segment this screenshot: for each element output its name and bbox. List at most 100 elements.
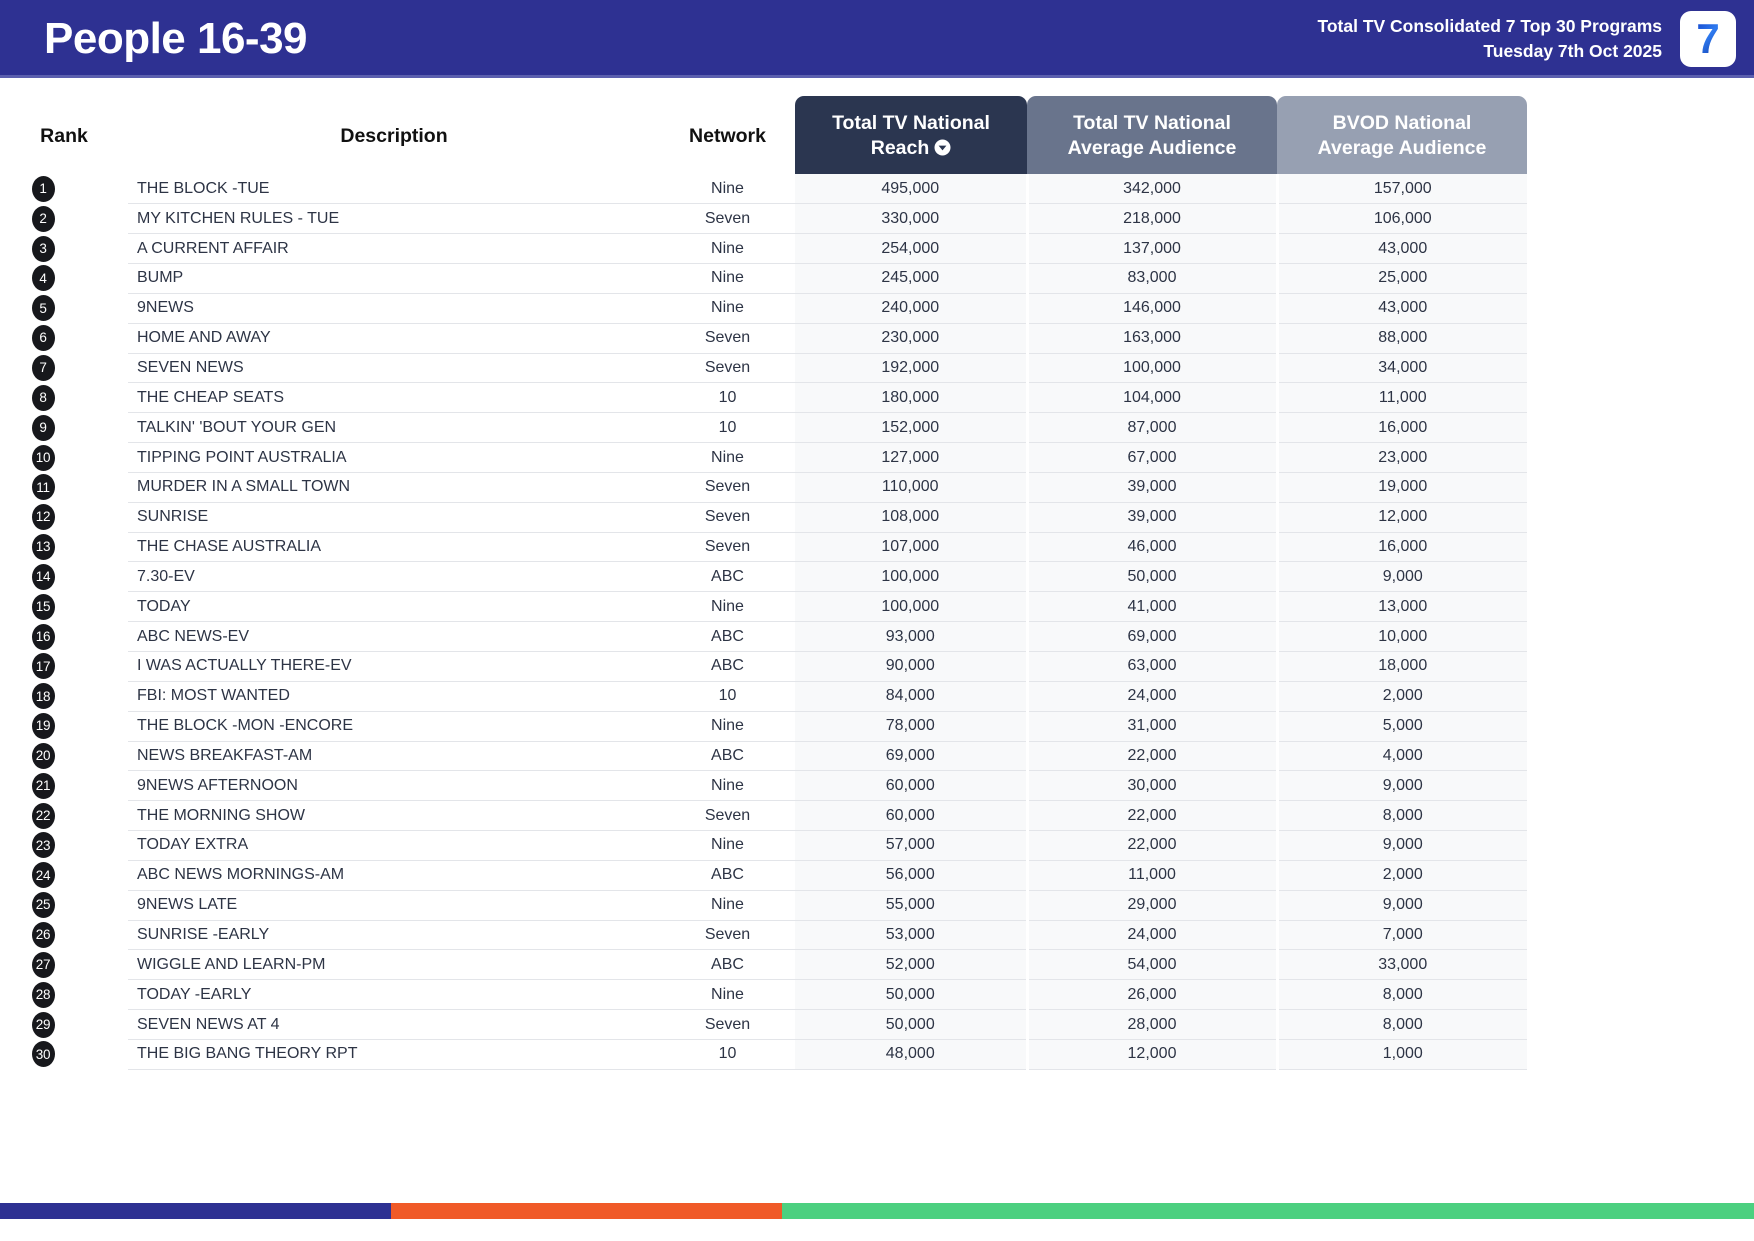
rank-badge: 2 [31, 205, 55, 232]
table-row[interactable]: 14 7.30-EV ABC 100,000 50,000 9,000 [0, 561, 1754, 593]
cell-total-tv-reach: 50,000 [795, 1009, 1029, 1040]
cell-total-tv-average-audience: 100,000 [1027, 353, 1279, 384]
column-header-network[interactable]: Network [689, 125, 766, 147]
table-row[interactable]: 6 HOME AND AWAY Seven 230,000 163,000 88,000 [0, 323, 1754, 354]
cell-description: TIPPING POINT AUSTRALIA [128, 442, 660, 473]
bvod-header-line1: BVOD National [1332, 111, 1472, 134]
cell-rank: 26 [0, 920, 128, 950]
rank-badge: 7 [31, 354, 55, 381]
table-row[interactable]: 3 A CURRENT AFFAIR Nine 254,000 137,000 43,00… [0, 233, 1754, 265]
table-row[interactable]: 18 FBI: MOST WANTED 10 84,000 24,000 2,000 [0, 681, 1754, 712]
cell-rank: 16 [0, 622, 128, 652]
cell-right-spacer [1527, 711, 1754, 742]
table-row[interactable]: 27 WIGGLE AND LEARN-PM ABC 52,000 54,000 33,0… [0, 949, 1754, 981]
cell-total-tv-reach: 152,000 [795, 412, 1029, 444]
table-row[interactable]: 2 MY KITCHEN RULES - TUE Seven 330,000 218,0… [0, 203, 1754, 235]
column-header-description[interactable]: Description [340, 125, 448, 147]
cell-total-tv-average-audience: 28,000 [1027, 1009, 1279, 1040]
cell-total-tv-average-audience: 63,000 [1027, 651, 1279, 682]
table-row[interactable]: 29 SEVEN NEWS AT 4 Seven 50,000 28,000 8,000 [0, 1009, 1754, 1040]
table-row[interactable]: 30 THE BIG BANG THEORY RPT 10 48,000 12,000 1… [0, 1039, 1754, 1070]
seven-network-logo: 7 [1680, 11, 1736, 67]
rank-badge: 1 [31, 175, 55, 202]
cell-right-spacer [1527, 890, 1754, 921]
reach-header-line2: Reach [870, 137, 930, 159]
cell-rank: 30 [0, 1039, 128, 1069]
cell-total-tv-average-audience: 83,000 [1027, 263, 1279, 294]
table-row[interactable]: 11 MURDER IN A SMALL TOWN Seven 110,000 39,0… [0, 472, 1754, 503]
cell-total-tv-average-audience: 22,000 [1027, 741, 1279, 772]
table-row[interactable]: 22 THE MORNING SHOW Seven 60,000 22,000 8,000 [0, 800, 1754, 832]
column-header-bvod-average-audience[interactable]: BVOD National Average Audience [1277, 78, 1527, 174]
column-header-total-tv-reach[interactable]: Total TV National Reach [795, 78, 1027, 174]
cell-description: SEVEN NEWS AT 4 [128, 1009, 660, 1040]
table-row[interactable]: 23 TODAY EXTRA Nine 57,000 22,000 9,000 [0, 830, 1754, 861]
cell-total-tv-average-audience: 41,000 [1027, 591, 1279, 623]
cell-total-tv-average-audience: 30,000 [1027, 770, 1279, 802]
footer-color-bar [0, 1203, 1754, 1219]
cell-rank: 18 [0, 681, 128, 711]
cell-total-tv-reach: 107,000 [795, 532, 1029, 563]
table-row[interactable]: 5 9NEWS Nine 240,000 146,000 43,000 [0, 293, 1754, 324]
cell-network: Nine [660, 770, 795, 802]
cell-network: Seven [660, 203, 795, 235]
table-row[interactable]: 15 TODAY Nine 100,000 41,000 13,000 [0, 591, 1754, 623]
cell-total-tv-average-audience: 87,000 [1027, 412, 1279, 444]
table-row[interactable]: 12 SUNRISE Seven 108,000 39,000 12,000 [0, 502, 1754, 533]
cell-total-tv-average-audience: 50,000 [1027, 561, 1279, 593]
table-row[interactable]: 13 THE CHASE AUSTRALIA Seven 107,000 46,000 1… [0, 532, 1754, 563]
table-row[interactable]: 19 THE BLOCK -MON -ENCORE Nine 78,000 31,000… [0, 711, 1754, 742]
cell-rank: 12 [0, 502, 128, 532]
table-row[interactable]: 8 THE CHEAP SEATS 10 180,000 104,000 11,000 [0, 382, 1754, 414]
table-row[interactable]: 4 BUMP Nine 245,000 83,000 25,000 [0, 263, 1754, 294]
table-row[interactable]: 7 SEVEN NEWS Seven 192,000 100,000 34,000 [0, 353, 1754, 384]
cell-bvod-average-audience: 7,000 [1277, 920, 1527, 951]
table-row[interactable]: 26 SUNRISE -EARLY Seven 53,000 24,000 7,000 [0, 920, 1754, 951]
reach-header-line1: Total TV National [832, 111, 990, 134]
cell-right-spacer [1527, 532, 1754, 562]
table-row[interactable]: 21 9NEWS AFTERNOON Nine 60,000 30,000 9,000 [0, 770, 1754, 802]
cell-network: Seven [660, 472, 795, 503]
cell-bvod-average-audience: 16,000 [1277, 412, 1527, 444]
rank-badge: 29 [31, 1011, 55, 1038]
ratings-table-container: Rank Description Network Total TV Nation… [0, 78, 1754, 1219]
cell-rank: 28 [0, 980, 128, 1010]
cell-bvod-average-audience: 1,000 [1277, 1039, 1527, 1070]
cell-total-tv-average-audience: 218,000 [1027, 203, 1279, 235]
cell-total-tv-reach: 69,000 [795, 741, 1029, 772]
table-row[interactable]: 28 TODAY -EARLY Nine 50,000 26,000 8,000 [0, 979, 1754, 1011]
table-row[interactable]: 16 ABC NEWS-EV ABC 93,000 69,000 10,000 [0, 621, 1754, 652]
report-subtitle: Total TV Consolidated 7 Top 30 Programs [1317, 15, 1662, 36]
table-row[interactable]: 17 I WAS ACTUALLY THERE-EV ABC 90,000 63,000… [0, 651, 1754, 682]
cell-rank: 9 [0, 413, 128, 443]
column-header-total-tv-average-audience[interactable]: Total TV National Average Audience [1027, 78, 1277, 174]
cell-description: SEVEN NEWS [128, 353, 660, 384]
table-row[interactable]: 9 TALKIN' 'BOUT YOUR GEN 10 152,000 87,000 16… [0, 412, 1754, 444]
cell-bvod-average-audience: 10,000 [1277, 621, 1527, 652]
cell-bvod-average-audience: 9,000 [1277, 770, 1527, 802]
cell-right-spacer [1527, 412, 1754, 443]
table-row[interactable]: 24 ABC NEWS MORNINGS-AM ABC 56,000 11,000 2,0… [0, 860, 1754, 891]
sort-descending-icon[interactable] [934, 139, 951, 156]
cell-rank: 2 [0, 204, 128, 234]
table-row[interactable]: 20 NEWS BREAKFAST-AM ABC 69,000 22,000 4,000 [0, 741, 1754, 772]
table-row[interactable]: 25 9NEWS LATE Nine 55,000 29,000 9,000 [0, 890, 1754, 921]
cell-bvod-average-audience: 8,000 [1277, 979, 1527, 1011]
column-header-rank[interactable]: Rank [40, 125, 88, 147]
cell-total-tv-average-audience: 26,000 [1027, 979, 1279, 1011]
header-right-group: Total TV Consolidated 7 Top 30 Programs … [1317, 11, 1736, 67]
cell-description: TODAY EXTRA [128, 830, 660, 861]
table-row[interactable]: 1 THE BLOCK -TUE Nine 495,000 342,000 157,000 [0, 174, 1754, 205]
cell-total-tv-reach: 60,000 [795, 800, 1029, 832]
cell-rank: 5 [0, 293, 128, 323]
cell-rank: 6 [0, 323, 128, 353]
table-row[interactable]: 10 TIPPING POINT AUSTRALIA Nine 127,000 67,0… [0, 442, 1754, 473]
cell-rank: 13 [0, 532, 128, 562]
cell-network: Nine [660, 293, 795, 324]
cell-right-spacer [1527, 979, 1754, 1010]
rank-badge: 26 [31, 922, 55, 949]
cell-right-spacer [1527, 442, 1754, 473]
cell-total-tv-average-audience: 22,000 [1027, 800, 1279, 832]
cell-bvod-average-audience: 2,000 [1277, 681, 1527, 712]
cell-network: 10 [660, 681, 795, 712]
